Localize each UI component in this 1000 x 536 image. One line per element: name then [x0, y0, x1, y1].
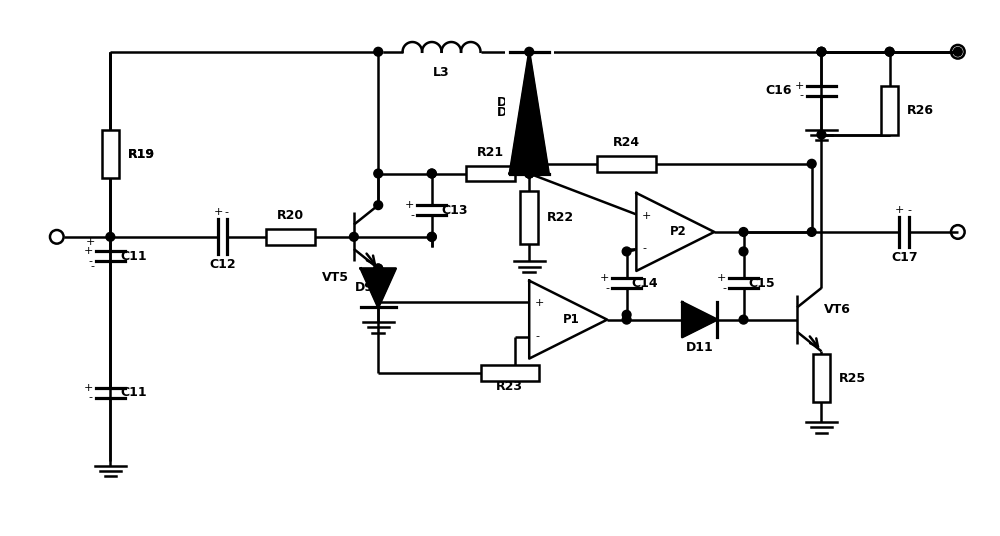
- Circle shape: [885, 47, 894, 56]
- Text: D9: D9: [354, 281, 373, 294]
- Text: +: +: [85, 237, 95, 247]
- Polygon shape: [510, 52, 549, 174]
- Circle shape: [817, 130, 826, 139]
- Text: C12: C12: [209, 258, 236, 271]
- Bar: [813, 354, 830, 403]
- Polygon shape: [529, 281, 607, 359]
- Text: -: -: [89, 392, 93, 403]
- Circle shape: [525, 47, 534, 56]
- Circle shape: [374, 264, 383, 273]
- Text: VT6: VT6: [824, 303, 851, 316]
- Circle shape: [807, 228, 816, 236]
- Text: +: +: [600, 273, 609, 283]
- Text: -: -: [907, 205, 911, 215]
- Text: VT5: VT5: [322, 271, 349, 284]
- Text: +: +: [535, 298, 544, 308]
- Circle shape: [427, 169, 436, 178]
- Text: C17: C17: [891, 251, 918, 264]
- Bar: [520, 191, 538, 244]
- Text: +: +: [895, 205, 904, 215]
- Text: R20: R20: [277, 209, 304, 222]
- Polygon shape: [361, 269, 396, 308]
- Text: +: +: [83, 383, 93, 393]
- Text: R26: R26: [907, 103, 934, 117]
- Text: R21: R21: [477, 146, 504, 159]
- Circle shape: [622, 310, 631, 319]
- Circle shape: [427, 169, 436, 178]
- Circle shape: [817, 47, 826, 56]
- Circle shape: [525, 169, 534, 178]
- Text: P2: P2: [670, 226, 687, 239]
- Polygon shape: [510, 52, 549, 154]
- Text: R23: R23: [496, 379, 523, 393]
- Circle shape: [374, 201, 383, 210]
- Text: C16: C16: [766, 84, 792, 97]
- Text: C14: C14: [632, 277, 658, 289]
- Text: C13: C13: [442, 204, 468, 217]
- Circle shape: [739, 228, 748, 236]
- Text: D10: D10: [497, 96, 524, 109]
- Text: -: -: [225, 207, 229, 217]
- Bar: [102, 130, 119, 178]
- Circle shape: [739, 315, 748, 324]
- Text: R19: R19: [128, 147, 155, 160]
- Text: -: -: [642, 243, 646, 254]
- Circle shape: [427, 233, 436, 241]
- Text: C15: C15: [748, 277, 775, 289]
- Text: -: -: [89, 256, 93, 266]
- Bar: [266, 229, 315, 244]
- Bar: [466, 166, 515, 181]
- Circle shape: [817, 47, 826, 56]
- Text: +: +: [405, 200, 414, 210]
- Circle shape: [427, 233, 436, 241]
- Text: R24: R24: [613, 136, 640, 149]
- Circle shape: [374, 264, 383, 273]
- Circle shape: [622, 247, 631, 256]
- Circle shape: [525, 169, 534, 178]
- Circle shape: [885, 47, 894, 56]
- Circle shape: [807, 159, 816, 168]
- Text: R25: R25: [839, 371, 866, 384]
- Text: P1: P1: [563, 313, 579, 326]
- Bar: [597, 156, 656, 172]
- Text: -: -: [410, 210, 414, 220]
- Text: -: -: [535, 331, 539, 341]
- Circle shape: [106, 233, 115, 241]
- Circle shape: [525, 169, 534, 178]
- Circle shape: [350, 233, 358, 241]
- Circle shape: [374, 47, 383, 56]
- Text: D10: D10: [497, 106, 524, 119]
- Text: R22: R22: [547, 211, 574, 224]
- Text: L3: L3: [433, 66, 450, 79]
- Bar: [881, 86, 898, 135]
- Circle shape: [953, 47, 962, 56]
- Text: R19: R19: [128, 147, 155, 160]
- Bar: [505, 42, 554, 159]
- Circle shape: [525, 169, 534, 178]
- Text: -: -: [605, 283, 609, 293]
- Circle shape: [817, 47, 826, 56]
- Text: -: -: [800, 91, 804, 101]
- Polygon shape: [682, 302, 717, 337]
- Text: +: +: [717, 273, 726, 283]
- Text: +: +: [642, 211, 652, 221]
- Text: -: -: [722, 283, 726, 293]
- Text: +: +: [213, 207, 223, 217]
- Text: -: -: [91, 261, 95, 271]
- Bar: [481, 366, 539, 381]
- Circle shape: [622, 315, 631, 324]
- Circle shape: [739, 247, 748, 256]
- Text: D11: D11: [686, 341, 714, 354]
- Text: +: +: [795, 81, 804, 91]
- Text: C11: C11: [120, 386, 147, 399]
- Text: C11: C11: [120, 250, 147, 263]
- Circle shape: [374, 169, 383, 178]
- Polygon shape: [636, 193, 714, 271]
- Text: +: +: [83, 247, 93, 256]
